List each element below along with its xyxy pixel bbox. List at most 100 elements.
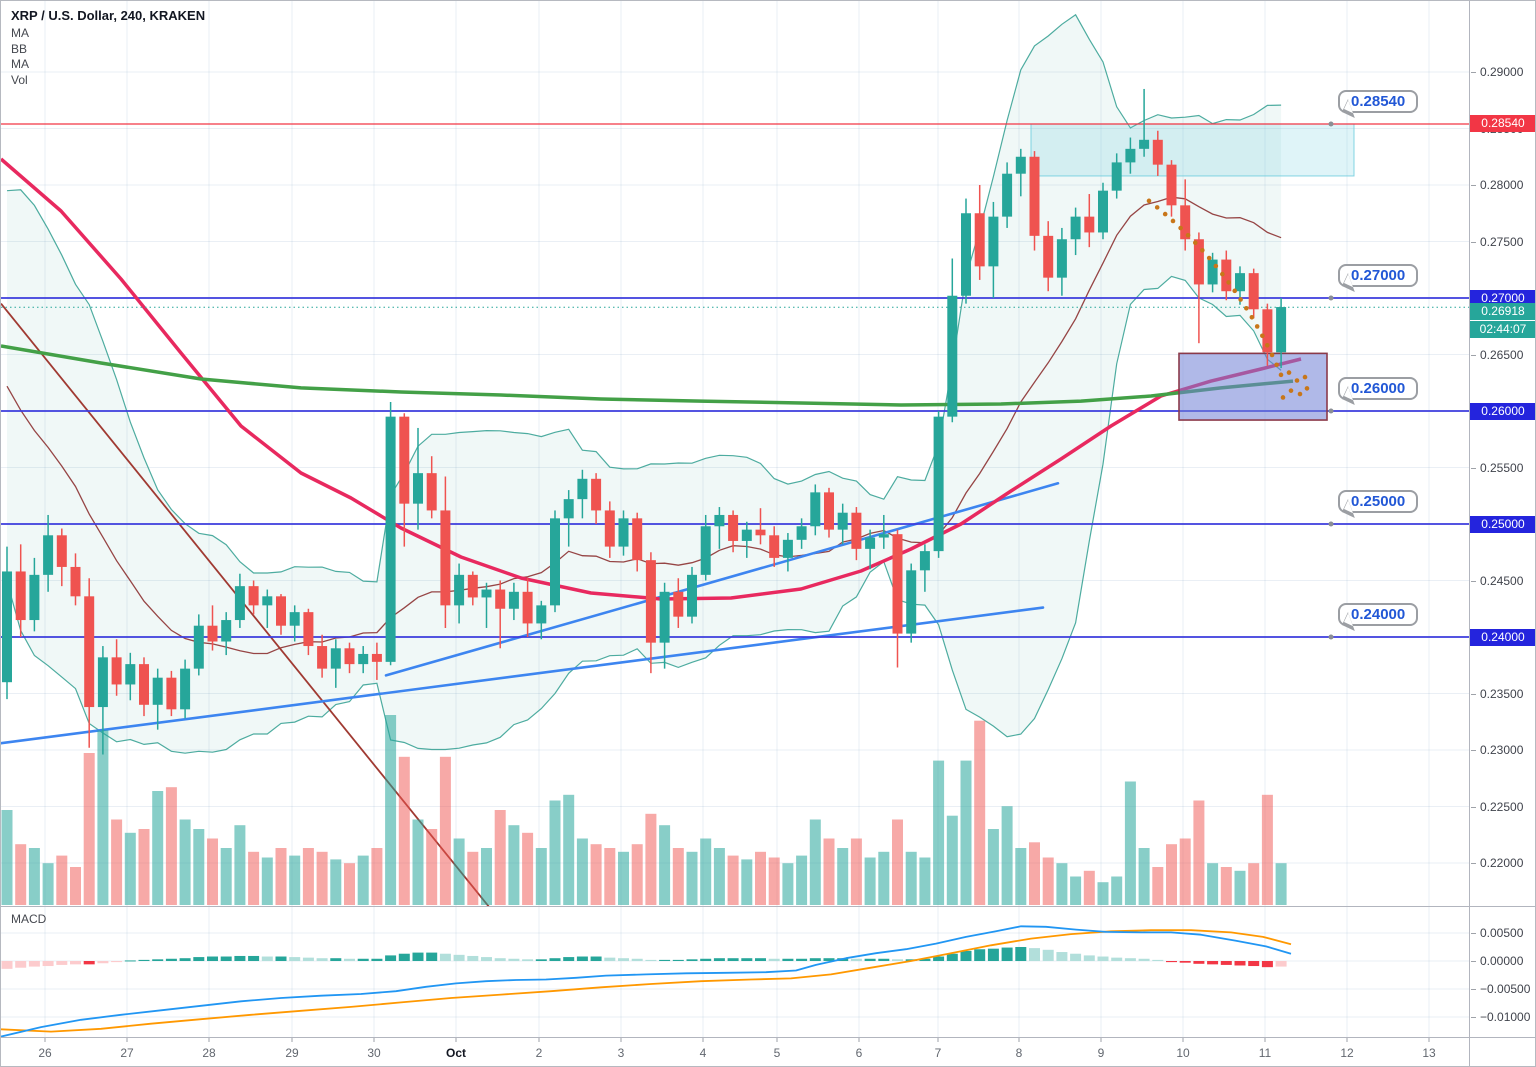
macd-hist-bar [481, 957, 492, 961]
arrow-dot [1294, 378, 1300, 383]
ascending-trendline-lower[interactable] [1, 606, 1045, 745]
candle-body [961, 213, 971, 296]
candle-body [714, 514, 725, 527]
macd-hist-bar [275, 956, 287, 961]
candle-body [1056, 239, 1067, 278]
time-tick-label: 12 [1340, 1046, 1354, 1060]
volume-bar [234, 825, 246, 905]
volume-bar [28, 848, 40, 905]
macd-hist-bar [193, 957, 205, 961]
dotted-arrow-drawing[interactable] [1146, 198, 1310, 400]
main-pane[interactable] [1, 1, 1469, 909]
pane-separator-main-macd[interactable] [1, 906, 1535, 907]
candle-body [673, 591, 684, 617]
macd-tick-label: −0.01000 [1470, 1010, 1531, 1024]
price-callout-bubble[interactable]: 0.26000 [1338, 377, 1419, 400]
macd-hist-bar [261, 956, 273, 961]
volume-bar [809, 819, 821, 905]
macd-hist-bar [563, 957, 575, 961]
candle-body [906, 570, 917, 634]
macd-hist-bar [878, 958, 890, 961]
price-callout-bubble[interactable]: 0.27000 [1338, 264, 1419, 287]
candle-body [741, 529, 752, 541]
volume-bar [741, 859, 753, 905]
volume-bar [330, 859, 342, 905]
macd-hist-bar [70, 961, 81, 965]
candle-body [1084, 216, 1095, 233]
time-tick-label: Oct [445, 1046, 467, 1060]
macd-indicator-label[interactable]: MACD [11, 912, 47, 926]
macd-hist-bar [864, 958, 876, 961]
indicator-ma-2[interactable]: MA [11, 57, 29, 71]
macd-main-line [1, 925, 1292, 1037]
price-scale[interactable] [1470, 1, 1535, 906]
volume-bar [316, 851, 328, 905]
candle-body [865, 537, 876, 549]
macd-hist-bar [138, 959, 150, 961]
macd-pane[interactable] [1, 907, 1469, 1037]
macd-hist-bar [631, 958, 643, 961]
candle-body [782, 539, 793, 558]
macd-hist-bar [987, 948, 999, 961]
volume-bar [1097, 882, 1109, 905]
macd-hist-bar [768, 958, 780, 961]
macd-hist-bar [823, 958, 835, 961]
ascending-trendline-upper[interactable] [384, 482, 1060, 677]
volume-bar [837, 848, 849, 905]
arrow-dot [1238, 297, 1243, 302]
volume-bar [1001, 806, 1013, 905]
macd-hist-bar [796, 958, 808, 961]
indicator-vol[interactable]: Vol [11, 72, 28, 87]
candle-body [1125, 148, 1136, 163]
indicator-bb[interactable]: BB [11, 41, 28, 56]
pane-separator-macd-time[interactable] [1, 1037, 1535, 1038]
volume-bar [1056, 863, 1068, 905]
time-tick-label: 10 [1176, 1046, 1190, 1060]
candle-body [1276, 307, 1287, 353]
macd-hist-bar [919, 958, 931, 961]
macd-hist-bar [302, 957, 314, 961]
arrow-dot [1286, 370, 1292, 375]
symbol-title[interactable]: XRP / U.S. Dollar, 240, KRAKEN [11, 8, 206, 23]
price-callout-bubble[interactable]: 0.25000 [1338, 490, 1419, 513]
candle-body [344, 648, 355, 665]
macd-hist-bar [453, 954, 465, 961]
candle-body [221, 620, 232, 642]
macd-hist-bar [467, 955, 479, 961]
macd-hist-bar [590, 956, 602, 961]
macd-hist-bar [1070, 953, 1082, 961]
price-axis-border [1469, 1, 1470, 1066]
candle-body [248, 586, 259, 606]
indicator-ma-1[interactable]: MA [11, 26, 29, 40]
candle-body [550, 518, 560, 606]
candle-body [29, 574, 40, 621]
macd-scale[interactable] [1470, 907, 1535, 1037]
price-callout-bubble[interactable]: 0.28540 [1338, 89, 1419, 113]
price-callout-bubble[interactable]: 0.24000 [1338, 603, 1419, 626]
volume-bar [796, 855, 808, 905]
macd-hist-bar [850, 958, 862, 961]
macd-hist-bar [1220, 961, 1232, 965]
macd-hist-bar [179, 958, 191, 961]
support-zone-box[interactable] [1178, 352, 1328, 421]
volume-bar [768, 857, 780, 905]
bollinger-bands [6, 13, 1282, 754]
volume-bar [864, 857, 876, 905]
volume-bar [823, 838, 835, 905]
volume-bar [1083, 870, 1095, 905]
volume-bar [1070, 876, 1082, 905]
resistance-zone-box[interactable] [1030, 123, 1355, 177]
callout-anchor-dot [1328, 295, 1334, 301]
candle-body [536, 605, 547, 624]
volume-bar [782, 863, 794, 905]
macd-hist-bar [1248, 961, 1260, 967]
price-tick-label: 0.26500 [1470, 347, 1524, 362]
candles [2, 88, 1287, 755]
arrow-dot [1146, 198, 1152, 204]
macd-hist-bar [234, 955, 246, 961]
candle-body [111, 657, 122, 685]
candle-body [1193, 239, 1204, 285]
price-tick-label: 0.29000 [1470, 65, 1524, 79]
macd-hist-bar [933, 956, 945, 961]
